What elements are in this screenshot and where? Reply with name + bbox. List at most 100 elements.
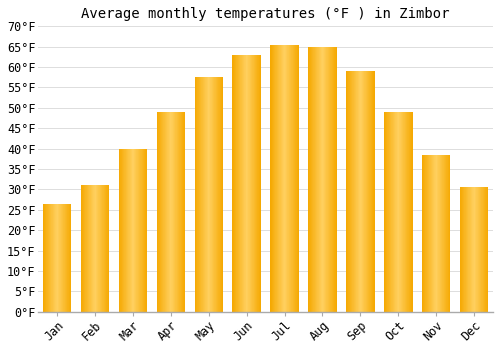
Bar <box>57 204 58 312</box>
Bar <box>69 204 70 312</box>
Bar <box>389 112 390 312</box>
Bar <box>272 45 273 312</box>
Bar <box>101 186 102 312</box>
Bar <box>216 77 218 312</box>
Bar <box>255 55 256 312</box>
Bar <box>100 186 101 312</box>
Bar <box>47 204 48 312</box>
Bar <box>395 112 396 312</box>
Bar <box>54 204 55 312</box>
Bar <box>358 71 360 312</box>
Bar <box>104 186 106 312</box>
Bar <box>206 77 207 312</box>
Bar <box>317 47 318 312</box>
Bar <box>201 77 202 312</box>
Bar <box>373 71 374 312</box>
Bar <box>210 77 211 312</box>
Bar <box>141 149 142 312</box>
Bar <box>388 112 389 312</box>
Bar <box>320 47 321 312</box>
Bar <box>175 112 176 312</box>
Bar <box>146 149 147 312</box>
Bar <box>273 45 274 312</box>
Bar <box>144 149 145 312</box>
Bar <box>283 45 284 312</box>
Bar <box>357 71 358 312</box>
Bar <box>334 47 335 312</box>
Bar <box>196 77 197 312</box>
Bar <box>431 155 432 312</box>
Bar <box>143 149 144 312</box>
Bar <box>256 55 257 312</box>
Bar <box>198 77 199 312</box>
Bar <box>244 55 245 312</box>
Bar <box>245 55 246 312</box>
Bar <box>348 71 349 312</box>
Bar <box>125 149 126 312</box>
Bar <box>67 204 68 312</box>
Bar <box>134 149 136 312</box>
Bar <box>108 186 110 312</box>
Bar <box>402 112 403 312</box>
Bar <box>87 186 88 312</box>
Bar <box>424 155 425 312</box>
Bar <box>356 71 357 312</box>
Bar <box>408 112 409 312</box>
Bar <box>64 204 65 312</box>
Bar <box>476 187 477 312</box>
Bar <box>139 149 140 312</box>
Bar <box>260 55 261 312</box>
Bar <box>405 112 406 312</box>
Bar <box>422 155 423 312</box>
Bar <box>208 77 209 312</box>
Bar <box>399 112 400 312</box>
Bar <box>219 77 220 312</box>
Bar <box>394 112 395 312</box>
Bar <box>311 47 312 312</box>
Bar <box>83 186 84 312</box>
Bar <box>482 187 483 312</box>
Bar <box>53 204 54 312</box>
Bar <box>464 187 465 312</box>
Bar <box>277 45 278 312</box>
Bar <box>315 47 316 312</box>
Bar <box>195 77 196 312</box>
Bar <box>95 186 96 312</box>
Bar <box>207 77 208 312</box>
Bar <box>390 112 391 312</box>
Bar <box>202 77 203 312</box>
Bar <box>181 112 182 312</box>
Bar <box>159 112 160 312</box>
Bar <box>486 187 487 312</box>
Bar <box>275 45 276 312</box>
Bar <box>215 77 216 312</box>
Bar <box>327 47 328 312</box>
Bar <box>130 149 132 312</box>
Bar <box>161 112 162 312</box>
Bar <box>164 112 165 312</box>
Bar <box>91 186 92 312</box>
Bar <box>423 155 424 312</box>
Bar <box>291 45 292 312</box>
Bar <box>103 186 104 312</box>
Title: Average monthly temperatures (°F ) in Zimbor: Average monthly temperatures (°F ) in Zi… <box>82 7 450 21</box>
Bar <box>326 47 327 312</box>
Bar <box>252 55 253 312</box>
Bar <box>440 155 442 312</box>
Bar <box>318 47 319 312</box>
Bar <box>407 112 408 312</box>
Bar <box>349 71 350 312</box>
Bar <box>45 204 46 312</box>
Bar <box>406 112 407 312</box>
Bar <box>469 187 470 312</box>
Bar <box>251 55 252 312</box>
Bar <box>428 155 429 312</box>
Bar <box>258 55 259 312</box>
Bar <box>367 71 368 312</box>
Bar <box>425 155 426 312</box>
Bar <box>310 47 311 312</box>
Bar <box>432 155 433 312</box>
Bar <box>460 187 461 312</box>
Bar <box>132 149 133 312</box>
Bar <box>483 187 484 312</box>
